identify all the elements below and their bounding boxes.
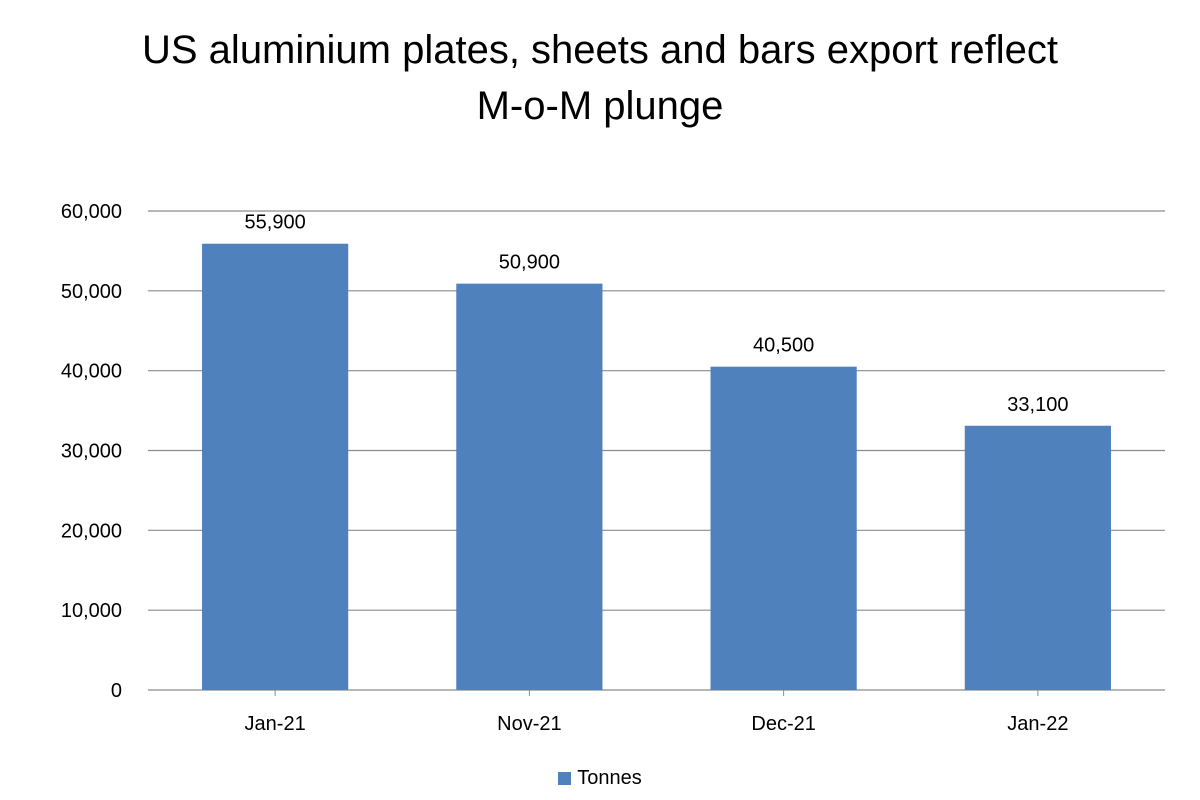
y-tick-label: 30,000	[61, 441, 122, 463]
legend-swatch	[558, 772, 572, 785]
y-tick-label: 20,000	[61, 520, 122, 542]
y-tick-label: 50,000	[61, 281, 122, 303]
chart-title: US aluminium plates, sheets and bars exp…	[0, 22, 1200, 134]
x-tick-label: Dec-21	[751, 713, 815, 735]
y-tick-label: 0	[111, 680, 122, 702]
bar	[964, 425, 1111, 690]
x-tick-label: Jan-21	[245, 713, 306, 735]
chart-legend: Tonnes	[0, 764, 1200, 792]
data-label: 33,100	[1007, 394, 1068, 416]
data-label: 55,900	[245, 212, 306, 234]
y-tick-label: 10,000	[61, 600, 122, 622]
bar	[456, 283, 603, 690]
y-tick-label: 60,000	[61, 201, 122, 223]
x-tick-label: Nov-21	[497, 713, 561, 735]
bar	[710, 366, 857, 690]
legend-label: Tonnes	[577, 767, 642, 789]
chart-title-line-2: M-o-M plunge	[476, 84, 724, 128]
x-tick-label: Jan-22	[1007, 713, 1068, 735]
bar	[202, 243, 349, 690]
data-label: 50,900	[499, 252, 560, 274]
chart-title-line-1: US aluminium plates, sheets and bars exp…	[142, 28, 1058, 72]
data-label: 40,500	[753, 335, 814, 357]
y-tick-label: 40,000	[61, 361, 122, 383]
